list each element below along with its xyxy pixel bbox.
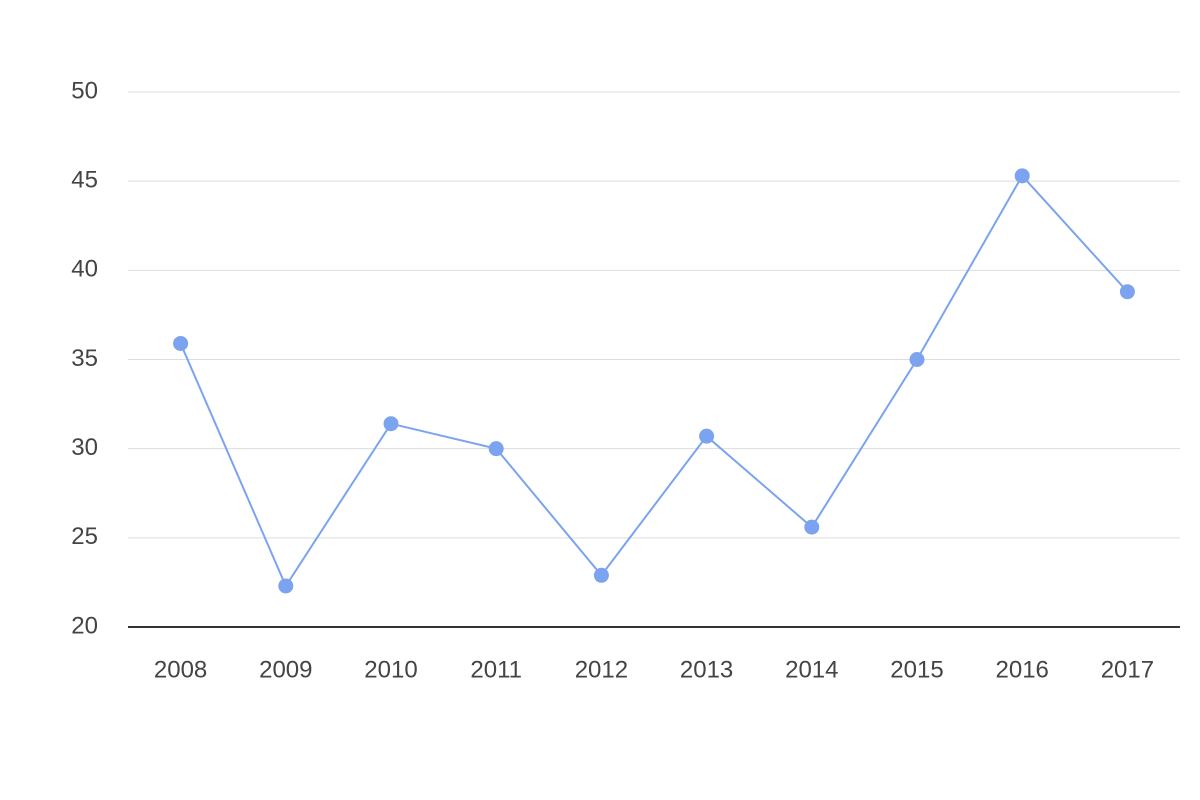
x-tick-label: 2008 (154, 656, 207, 683)
point (173, 335, 189, 351)
point (1119, 284, 1135, 300)
y-tick-label: 45 (71, 167, 98, 194)
point (699, 428, 715, 444)
point (909, 352, 925, 367)
point (383, 416, 399, 432)
x-tick-label: 2009 (259, 656, 312, 683)
x-tick-label: 2015 (890, 656, 943, 683)
x-tick-label: 2017 (1101, 656, 1154, 683)
x-tick-label: 2016 (996, 656, 1049, 683)
line (179, 174, 1129, 589)
y-tick-label: 30 (71, 434, 98, 461)
point (804, 519, 820, 535)
y-tick-label: 20 (71, 612, 98, 639)
point (278, 578, 294, 594)
x-tick-label: 2012 (575, 656, 628, 683)
y-tick-label: 25 (71, 523, 98, 550)
x-tick-label: 2013 (680, 656, 733, 683)
y-tick-label: 50 (71, 77, 98, 104)
point (1014, 168, 1030, 184)
x-tick-label: 2010 (364, 656, 417, 683)
x-tick-label: 2014 (785, 656, 838, 683)
point (488, 441, 504, 457)
y-tick-label: 40 (71, 256, 98, 283)
point (593, 567, 609, 583)
x-tick-label: 2011 (470, 656, 522, 683)
y-tick-label: 35 (71, 345, 98, 372)
